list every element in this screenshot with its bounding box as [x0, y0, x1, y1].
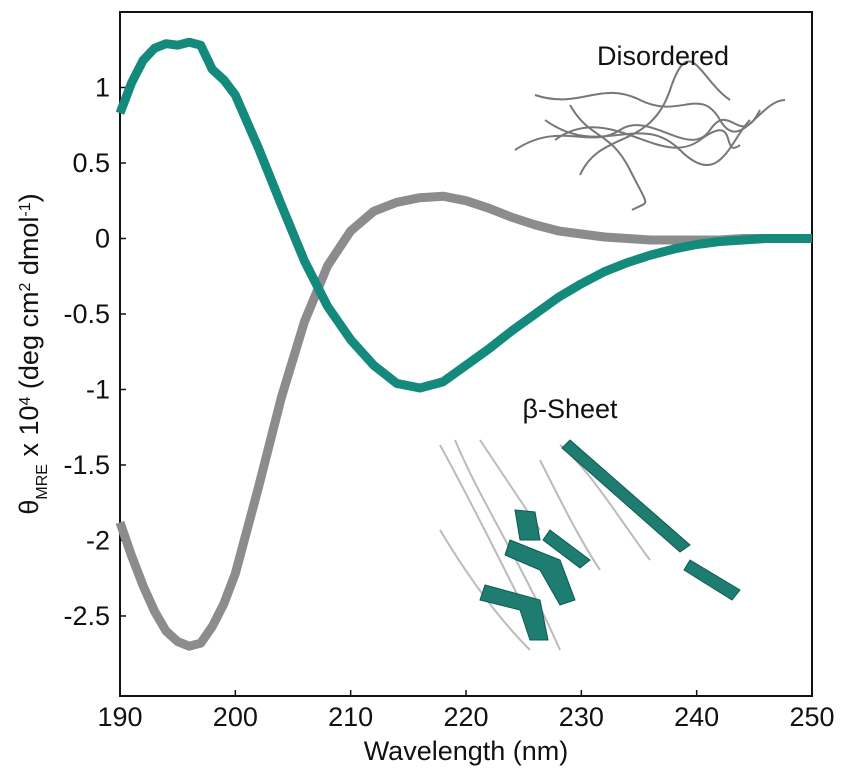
- y-axis-label-part: -1: [17, 202, 34, 216]
- series-label: β-Sheet: [522, 394, 618, 424]
- y-axis-label-part: θ: [14, 500, 44, 515]
- y-axis-label-part: ): [14, 193, 44, 202]
- y-tick-label: -0.5: [63, 299, 110, 329]
- y-tick-label: 0.5: [72, 148, 110, 178]
- y-axis-label-part: (deg cm: [14, 292, 44, 397]
- disordered-structure: [514, 60, 786, 211]
- x-tick-label: 220: [443, 702, 488, 732]
- y-tick-label: 1: [95, 72, 110, 102]
- y-axis-label-part: 4: [17, 396, 34, 405]
- x-tick-label: 200: [213, 702, 258, 732]
- x-tick-label: 250: [789, 702, 834, 732]
- y-tick-label: -2.5: [63, 601, 110, 631]
- x-axis-label: Wavelength (nm): [364, 736, 569, 766]
- x-tick-label: 230: [559, 702, 604, 732]
- y-tick-label: -1.5: [63, 450, 110, 480]
- y-axis-label-part: MRE: [34, 464, 51, 500]
- x-tick-label: 210: [328, 702, 373, 732]
- y-axis-label-part: 2: [17, 283, 34, 292]
- y-tick-label: -1: [86, 374, 110, 404]
- y-axis-label: θMRE x 104 (deg cm2 dmol-1): [14, 193, 51, 514]
- sheet-structure: [439, 439, 741, 651]
- series-label: Disordered: [597, 41, 729, 71]
- data-line: [115, 191, 812, 651]
- y-tick-label: 0: [95, 223, 110, 253]
- x-tick-label: 240: [674, 702, 719, 732]
- x-tick-label: 190: [97, 702, 142, 732]
- y-tick-label: -2: [86, 525, 110, 555]
- data-line: [115, 37, 812, 393]
- y-axis-label-part: x 10: [14, 405, 44, 464]
- y-axis-label-part: dmol: [14, 217, 44, 283]
